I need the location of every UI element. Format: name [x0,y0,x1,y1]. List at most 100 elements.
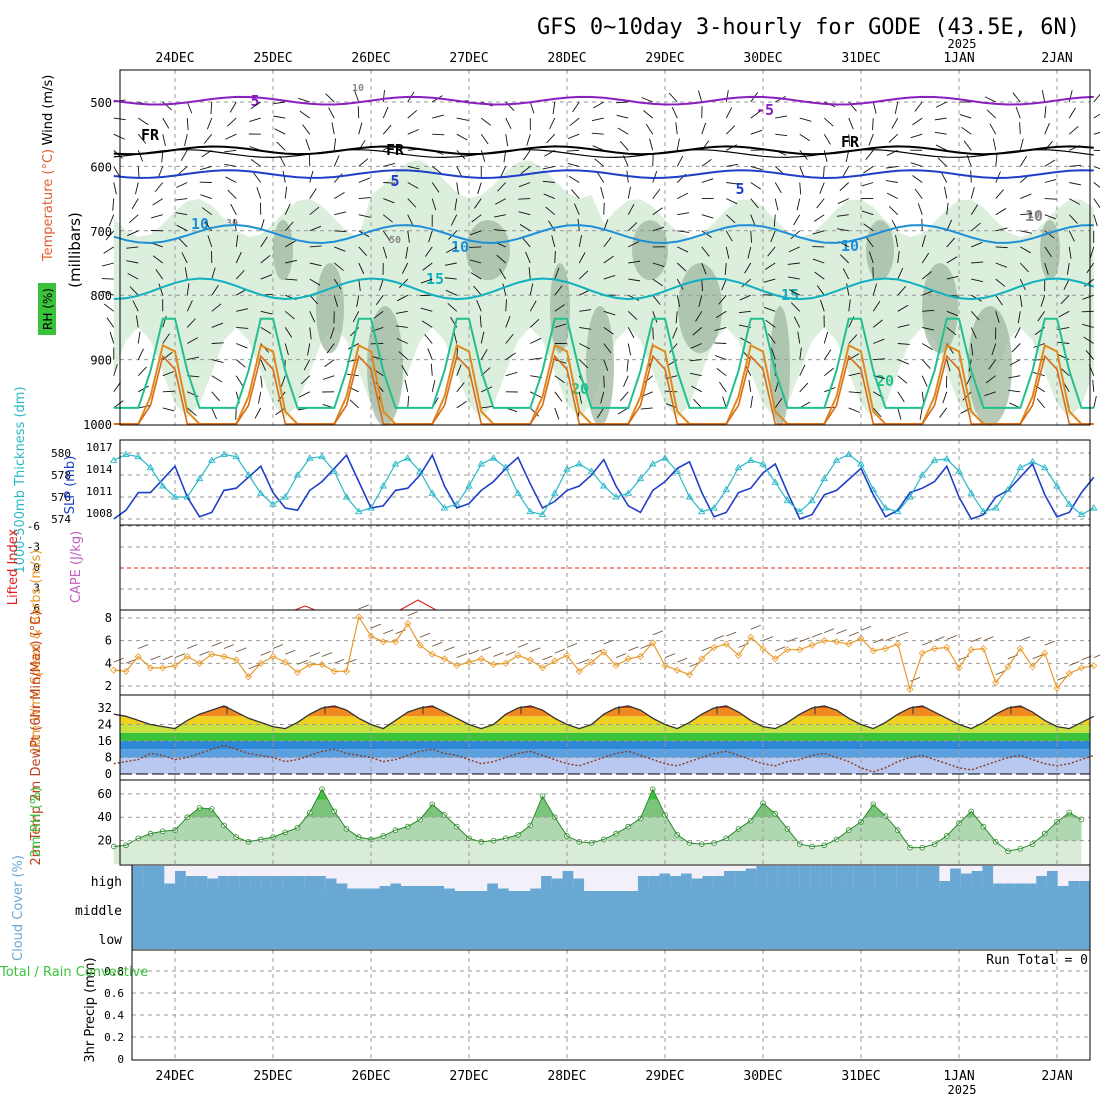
wind-barb-10m [248,664,259,670]
wind-barb [984,391,996,397]
wind-barb [530,337,542,344]
temp-band [120,724,1090,733]
date-label-top: 27DEC [449,51,488,66]
wind-barb [203,133,213,144]
wind-barb [1060,294,1070,305]
wind-barb [820,299,825,312]
wind-barb [872,101,877,114]
wind-barb [298,97,310,103]
wind-barb [162,407,175,412]
wind-barb [922,343,933,350]
wind-barb [797,331,801,344]
wind-barb [334,246,346,252]
cloud-high-bg [519,866,531,891]
wind-barb [921,235,926,248]
wind-barb [628,260,641,264]
cloud-high-bar [767,866,779,891]
wind-barb [971,241,983,248]
wind-barb [276,141,286,151]
wind-barb [799,382,809,393]
wind-barb [1069,198,1080,205]
wind-barb [528,267,531,280]
wind-barb [187,356,200,361]
wind-barb [578,270,589,280]
wind-barb-10m [677,657,688,663]
wind-barb [971,261,984,264]
cloud-high-bar [411,886,424,891]
wind-barb [970,310,980,321]
wind-barb [868,251,874,264]
wind-barb [799,364,806,376]
wind-barb [554,375,565,384]
wind-barb [157,166,164,178]
wind-barb [543,193,555,200]
wind-barb [773,214,776,227]
wind-barb [137,166,140,179]
wind-speed-marker [208,650,216,658]
slp-marker [122,450,130,457]
wind-barb [225,133,237,140]
cloud-high-bar [713,876,725,891]
wind-barb [273,115,286,119]
wind-barb [113,364,118,376]
wind-barb [984,96,996,103]
wind-barb [961,126,972,135]
wind-barb [200,165,212,171]
wind-barb [971,278,984,283]
wind-barb [105,230,115,241]
wind-barb [480,348,488,360]
wind-barb [995,262,1008,268]
wind-barb-10m [750,624,761,630]
cloud-high-bar [648,876,660,891]
contour-label: 5 [390,172,399,190]
wind-barb [675,122,678,135]
wind-barb [398,351,409,360]
wind-barb-10m [150,655,161,661]
cloud-high-bar [788,866,800,891]
slp-ylabel: SLP (mb) [63,456,78,515]
wind-barb [186,283,190,296]
wind-barb [522,237,531,248]
cloud-high-bar [142,866,155,891]
wind-barb [1008,375,1021,379]
cloud-high-bg [164,866,176,891]
wind-barb [356,295,360,308]
wind-barb [914,101,923,112]
wind-barb-10m [946,635,957,640]
wind-barb-10m [285,649,296,655]
wind-barb [836,214,849,217]
wind-barb [641,97,653,103]
wind-barb [523,150,531,161]
wind-barb [551,235,556,248]
wind-barb [1044,246,1052,258]
slp-marker [918,471,927,478]
wind-barb [158,283,164,296]
temp-band [120,716,1090,725]
wind-barb [1093,214,1098,227]
wind-barb [230,203,237,215]
lifted-ylabel: Lifted Index [6,528,21,605]
wind-barb [549,117,556,130]
wind-barb [842,268,850,280]
wind-barb [545,206,556,216]
wind-barb [677,230,690,233]
slp-marker [942,454,951,462]
wind-barb [520,166,531,175]
cloud-high-bar [702,876,714,891]
wind-barb [799,117,812,122]
wind-barb [689,372,702,377]
wind-barb [473,285,482,296]
wind-barb [1069,182,1082,186]
wind-barb-10m [370,623,382,629]
wind-barb [135,182,139,195]
slp-marker [550,489,559,496]
cloud-high-bg [401,866,413,891]
wind-barb [665,403,678,409]
cloud-high-bar [562,871,574,891]
wind-barb [571,189,580,199]
wind-barb [184,267,188,280]
precip-ytick: 0.4 [104,1009,124,1022]
wind-barb [333,262,344,271]
wind-barb [796,198,801,211]
wind-barb-10m [603,639,614,645]
